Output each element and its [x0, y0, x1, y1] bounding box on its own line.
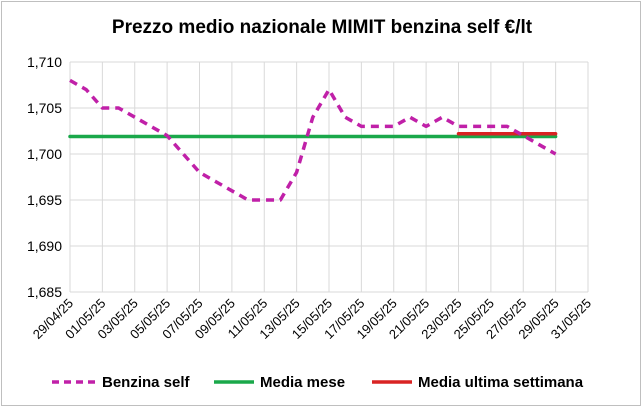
y-tick-label: 1,695: [27, 192, 62, 208]
legend-label: Media mese: [260, 374, 345, 391]
legend-label: Media ultima settimana: [418, 374, 584, 391]
chart-title: Prezzo medio nazionale MIMIT benzina sel…: [112, 17, 533, 38]
y-tick-label: 1,685: [27, 284, 62, 300]
legend-label: Benzina self: [102, 374, 191, 391]
x-axis: 29/04/2501/05/2503/05/2505/05/2507/05/25…: [30, 296, 594, 342]
series-line-benzina-self: [69, 78, 557, 202]
y-tick-label: 1,690: [27, 238, 62, 254]
y-tick-label: 1,710: [27, 54, 62, 70]
y-tick-label: 1,705: [27, 100, 62, 116]
legend: Benzina self Media mese Media ultima setti…: [52, 374, 584, 391]
gridlines: [69, 61, 589, 293]
y-tick-label: 1,700: [27, 146, 62, 162]
y-axis: 1,685 1,690 1,695 1,700 1,705 1,710: [27, 54, 62, 300]
plot-area: [68, 78, 558, 202]
